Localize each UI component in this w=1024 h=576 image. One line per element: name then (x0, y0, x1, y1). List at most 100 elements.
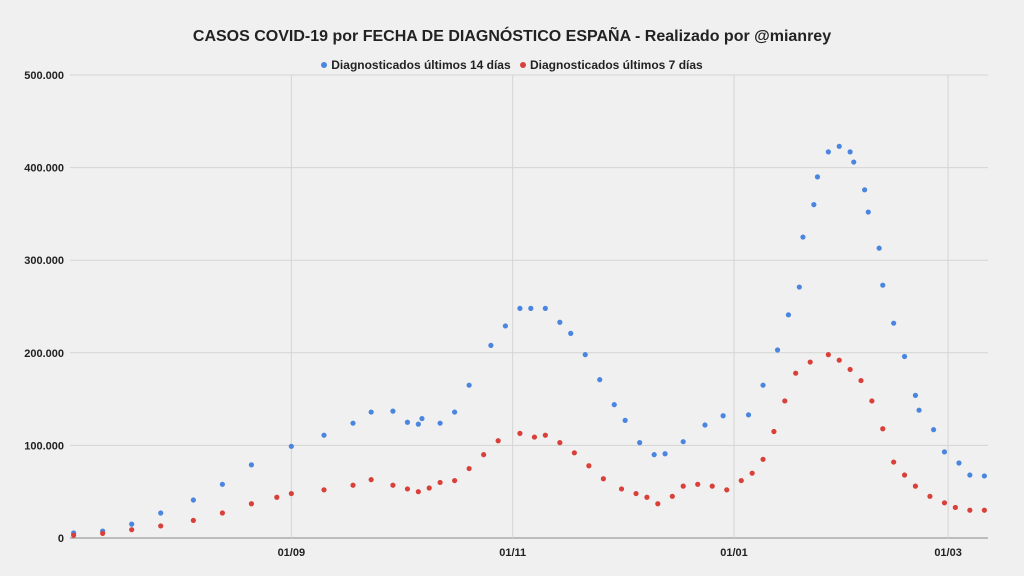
data-point (100, 530, 106, 536)
data-point (637, 440, 643, 446)
data-point (557, 440, 563, 446)
data-point (916, 407, 922, 413)
legend-item-14-days: Diagnosticados últimos 14 días (321, 58, 511, 72)
y-tick-label: 300.000 (24, 255, 64, 267)
data-point (611, 402, 617, 408)
legend-marker (520, 62, 526, 68)
data-point (662, 451, 668, 457)
data-point (724, 487, 730, 493)
data-point (760, 456, 766, 462)
data-point (774, 347, 781, 353)
y-tick-label: 0 (58, 533, 64, 545)
data-point (390, 482, 396, 488)
data-point (927, 493, 933, 499)
y-tick-label: 100.000 (24, 440, 64, 452)
data-point (368, 409, 374, 415)
data-point (622, 417, 628, 423)
data-point (321, 432, 327, 438)
data-point (582, 352, 588, 358)
data-point (633, 490, 639, 497)
data-point (452, 409, 458, 415)
data-point (426, 485, 432, 491)
data-point (869, 398, 875, 404)
data-point (600, 476, 606, 482)
data-point (680, 439, 686, 445)
data-point (669, 493, 675, 499)
data-point (542, 432, 548, 438)
data-point (528, 305, 534, 311)
data-point (452, 477, 458, 484)
data-point (517, 305, 523, 311)
data-point (288, 490, 294, 497)
data-point (568, 330, 574, 336)
y-tick-label: 400.000 (24, 163, 64, 175)
data-point (891, 459, 897, 465)
data-point (419, 415, 425, 422)
data-point (481, 452, 487, 458)
data-point (495, 438, 501, 444)
data-point (597, 377, 603, 383)
data-point (749, 470, 755, 476)
data-point (571, 450, 577, 456)
data-point (219, 481, 225, 487)
data-point (941, 449, 948, 455)
data-point (738, 477, 744, 484)
x-tick-label: 01/03 (934, 547, 962, 559)
legend-item-7-days: Diagnosticados últimos 7 días (520, 58, 703, 72)
data-point (760, 382, 766, 388)
data-point (288, 443, 294, 449)
data-point (825, 149, 831, 155)
data-point (655, 501, 661, 507)
data-point (709, 483, 715, 489)
data-point (390, 408, 396, 414)
data-point (219, 510, 225, 516)
legend: Diagnosticados últimos 14 días Diagnosti… (0, 57, 1024, 72)
data-point (782, 398, 788, 404)
data-point (967, 507, 973, 513)
data-point (466, 465, 472, 472)
data-point (956, 460, 962, 466)
data-point (71, 532, 77, 538)
data-point (800, 234, 806, 240)
data-point (415, 421, 421, 427)
data-point (404, 419, 411, 425)
legend-marker (321, 62, 328, 68)
data-point (321, 487, 327, 493)
legend-label: Diagnosticados últimos 14 días (331, 58, 511, 72)
y-tick-label: 200.000 (24, 348, 64, 360)
data-point (796, 284, 802, 290)
x-tick-label: 01/09 (278, 547, 306, 559)
data-point (967, 472, 973, 478)
data-point (702, 422, 708, 428)
data-point (847, 366, 853, 373)
data-point (248, 462, 255, 468)
data-point (274, 494, 280, 500)
data-point (404, 486, 411, 492)
data-point (695, 481, 701, 487)
data-point (680, 483, 686, 489)
data-point (785, 312, 792, 318)
data-point (415, 489, 421, 495)
legend-label: Diagnosticados últimos 7 días (530, 58, 703, 72)
data-point (836, 143, 842, 149)
data-point (847, 149, 853, 155)
data-point (437, 420, 443, 426)
data-point (502, 323, 509, 329)
data-point (368, 477, 374, 483)
data-point (930, 427, 937, 433)
data-point (811, 202, 817, 208)
data-point (912, 392, 919, 398)
data-point (912, 483, 919, 489)
data-point (901, 353, 908, 360)
data-point (814, 174, 821, 180)
data-point (557, 319, 563, 325)
data-point (865, 209, 871, 215)
y-tick-label: 500.000 (24, 70, 64, 82)
data-point (488, 342, 494, 348)
data-point (901, 472, 908, 478)
data-point (129, 527, 135, 533)
data-point (720, 413, 726, 419)
data-point (836, 357, 842, 363)
data-point (644, 494, 650, 500)
